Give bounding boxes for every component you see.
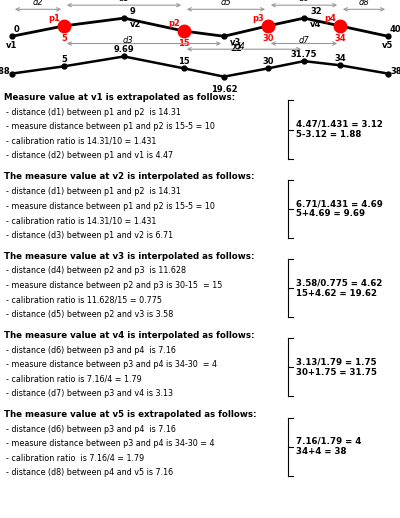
Text: - calibration ratio is 7.16/4 = 1.79: - calibration ratio is 7.16/4 = 1.79 <box>6 375 142 383</box>
Text: 34+4 = 38: 34+4 = 38 <box>296 447 346 456</box>
Text: 5: 5 <box>61 55 67 64</box>
Text: 30+1.75 = 31.75: 30+1.75 = 31.75 <box>296 368 377 377</box>
Text: - distance (d3) between p1 and v2 is 6.71: - distance (d3) between p1 and v2 is 6.7… <box>6 231 173 239</box>
Text: The measure value at v5 is extrapolated as follows:: The measure value at v5 is extrapolated … <box>4 410 256 419</box>
Text: v3: v3 <box>230 38 241 47</box>
Text: 1.88: 1.88 <box>0 67 10 76</box>
Text: - distance (d7) between p3 and v4 is 3.13: - distance (d7) between p3 and v4 is 3.1… <box>6 389 173 398</box>
Text: d5: d5 <box>221 0 231 7</box>
Text: - distance (d6) between p3 and p4  is 7.16: - distance (d6) between p3 and p4 is 7.1… <box>6 425 176 434</box>
Text: - distance (d2) between p1 and v1 is 4.47: - distance (d2) between p1 and v1 is 4.4… <box>6 151 173 160</box>
Text: d6: d6 <box>299 0 309 3</box>
Text: - distance (d5) between p2 and v3 is 3.58: - distance (d5) between p2 and v3 is 3.5… <box>6 310 173 319</box>
Text: d3: d3 <box>123 36 133 45</box>
Text: The measure value at v4 is interpolated as follows:: The measure value at v4 is interpolated … <box>4 331 254 340</box>
Text: 9.69: 9.69 <box>114 46 134 54</box>
Text: v4: v4 <box>310 20 321 29</box>
Text: 40: 40 <box>389 25 400 34</box>
Text: 5+4.69 = 9.69: 5+4.69 = 9.69 <box>296 209 365 219</box>
Text: - calibration ratio  is 7.16/4 = 1.79: - calibration ratio is 7.16/4 = 1.79 <box>6 454 144 463</box>
Text: d1: d1 <box>119 0 129 3</box>
Text: p2: p2 <box>168 20 180 28</box>
Text: 3.13/1.79 = 1.75: 3.13/1.79 = 1.75 <box>296 357 376 367</box>
Text: - measure distance between p2 and p3 is 30-15  = 15: - measure distance between p2 and p3 is … <box>6 281 222 290</box>
Text: 5: 5 <box>61 34 67 43</box>
Text: - measure distance between p3 and p4 is 34-30  = 4: - measure distance between p3 and p4 is … <box>6 360 217 369</box>
Text: 19.62: 19.62 <box>211 85 237 94</box>
Text: - measure distance between p1 and p2 is 15-5 = 10: - measure distance between p1 and p2 is … <box>6 202 215 210</box>
Text: - calibration ratio is 11.628/15 = 0.775: - calibration ratio is 11.628/15 = 0.775 <box>6 295 162 304</box>
Text: - measure distance between p1 and p2 is 15-5 = 10: - measure distance between p1 and p2 is … <box>6 122 215 131</box>
Text: The measure value at v2 is interpolated as follows:: The measure value at v2 is interpolated … <box>4 172 254 181</box>
Text: 15+4.62 = 19.62: 15+4.62 = 19.62 <box>296 289 377 298</box>
Text: v5: v5 <box>382 41 394 50</box>
Text: v1: v1 <box>6 41 18 50</box>
Text: 30: 30 <box>262 57 274 66</box>
Text: 7.16/1.79 = 4: 7.16/1.79 = 4 <box>296 437 361 446</box>
Text: 4.47/1.431 = 3.12: 4.47/1.431 = 3.12 <box>296 120 383 129</box>
Text: 38: 38 <box>390 67 400 76</box>
Text: - distance (d1) between p1 and p2  is 14.31: - distance (d1) between p1 and p2 is 14.… <box>6 187 181 196</box>
Text: p3: p3 <box>252 15 264 23</box>
Text: - calibration ratio is 14.31/10 = 1.431: - calibration ratio is 14.31/10 = 1.431 <box>6 216 156 225</box>
Text: 15: 15 <box>178 57 190 66</box>
Text: - distance (d8) between p4 and v5 is 7.16: - distance (d8) between p4 and v5 is 7.1… <box>6 468 173 477</box>
Text: 34: 34 <box>334 34 346 43</box>
Text: v2: v2 <box>130 20 141 29</box>
Text: - distance (d1) between p1 and p2  is 14.31: - distance (d1) between p1 and p2 is 14.… <box>6 108 181 117</box>
Text: 3.58/0.775 = 4.62: 3.58/0.775 = 4.62 <box>296 278 382 287</box>
Text: 9: 9 <box>130 7 136 16</box>
Text: - distance (d4) between p2 and p3  is 11.628: - distance (d4) between p2 and p3 is 11.… <box>6 266 186 275</box>
Text: d7: d7 <box>299 36 309 45</box>
Text: p1: p1 <box>48 15 60 23</box>
Text: 0: 0 <box>13 25 19 34</box>
Text: 31.75: 31.75 <box>291 50 317 59</box>
Text: - measure distance between p3 and p4 is 34-30 = 4: - measure distance between p3 and p4 is … <box>6 439 214 448</box>
Text: 22: 22 <box>230 44 242 53</box>
Text: 30: 30 <box>262 34 274 43</box>
Text: The measure value at v3 is interpolated as follows:: The measure value at v3 is interpolated … <box>4 252 254 261</box>
Text: 32: 32 <box>310 7 322 16</box>
Text: d4: d4 <box>235 42 245 51</box>
Text: 34: 34 <box>334 54 346 63</box>
Text: - calibration ratio is 14.31/10 = 1.431: - calibration ratio is 14.31/10 = 1.431 <box>6 137 156 146</box>
Text: - distance (d6) between p3 and p4  is 7.16: - distance (d6) between p3 and p4 is 7.1… <box>6 346 176 354</box>
Text: Measure value at v1 is extrapolated as follows:: Measure value at v1 is extrapolated as f… <box>4 93 235 102</box>
Text: p4: p4 <box>324 15 336 23</box>
Text: 5-3.12 = 1.88: 5-3.12 = 1.88 <box>296 130 361 139</box>
Text: 15: 15 <box>178 39 190 48</box>
Text: d2: d2 <box>33 0 43 7</box>
Text: d8: d8 <box>359 0 369 7</box>
Text: 6.71/1.431 = 4.69: 6.71/1.431 = 4.69 <box>296 199 383 208</box>
